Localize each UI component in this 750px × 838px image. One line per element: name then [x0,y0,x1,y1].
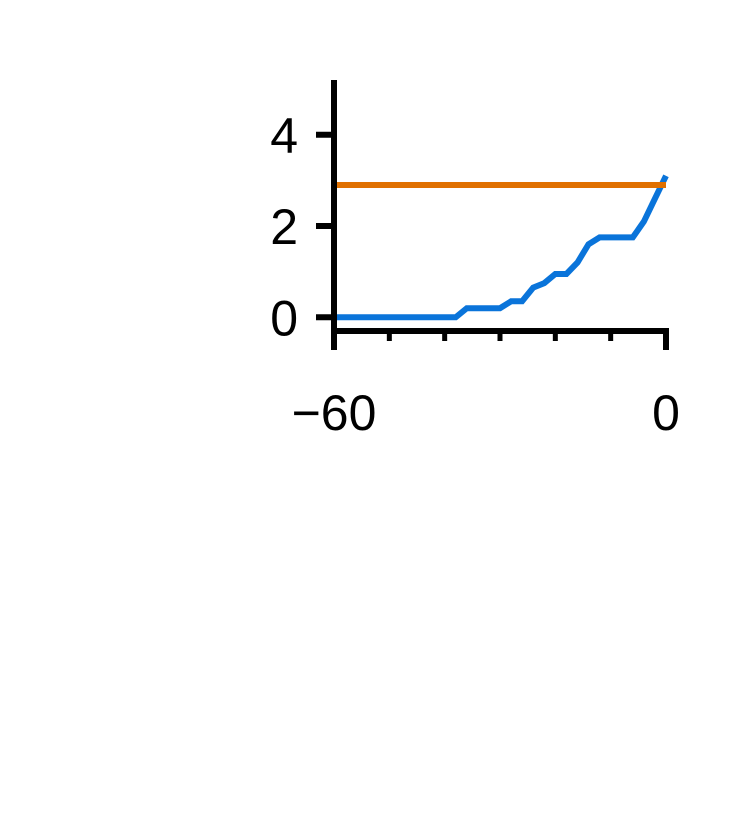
y-tick-label: 0 [270,290,298,346]
x-tick-label: −60 [292,385,377,441]
y-tick-label: 2 [270,199,298,255]
series-layer [334,174,669,321]
x-tick-label: 0 [652,385,680,441]
series-line-1 [334,174,669,321]
y-tick-label: 4 [270,108,298,164]
axes-layer [316,80,669,350]
labels-layer: 0 2 4 −60 0 [270,108,680,441]
